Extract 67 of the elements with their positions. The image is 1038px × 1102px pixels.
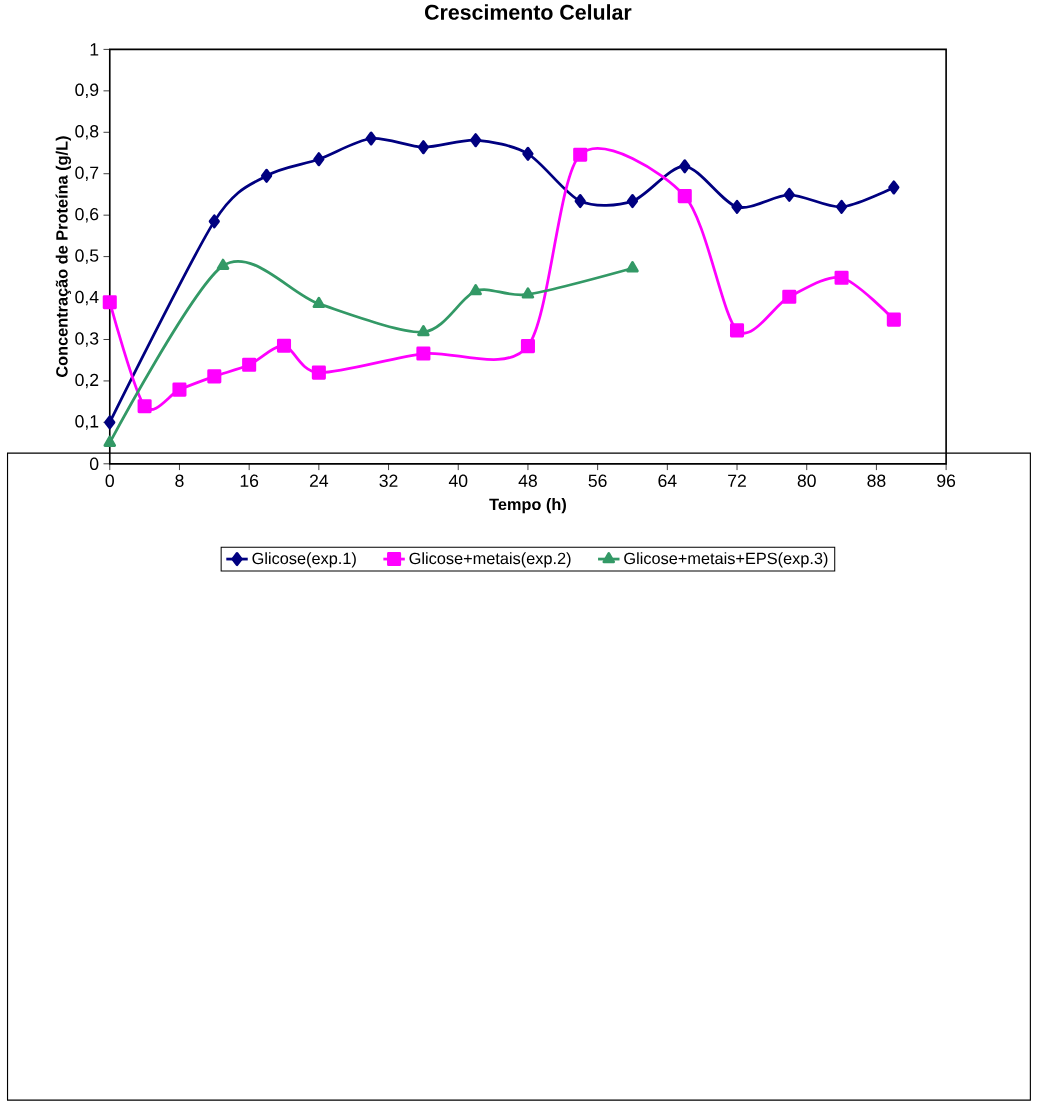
legend-label: Glicose(exp.1) <box>252 552 356 568</box>
point <box>522 146 534 161</box>
y-tick-label: 0,1 <box>75 415 99 430</box>
x-tick-label: 32 <box>379 474 398 487</box>
x-tick-label: 64 <box>658 474 677 487</box>
y-tick-label: 0,8 <box>75 125 99 140</box>
point <box>417 140 430 155</box>
x-tick-label: 24 <box>310 474 329 487</box>
point <box>216 258 230 270</box>
point <box>102 295 117 310</box>
y-tick-label: 1 <box>90 43 99 56</box>
x-tick-label: 80 <box>797 474 816 487</box>
point <box>677 189 692 204</box>
point <box>312 296 326 309</box>
point <box>313 152 325 167</box>
point <box>886 312 901 327</box>
x-tick-label: 48 <box>518 474 537 487</box>
y-tick-label: 0,9 <box>75 83 99 99</box>
x-tick-label: 56 <box>588 474 607 487</box>
point <box>207 369 222 384</box>
x-tick-label: 96 <box>937 474 956 487</box>
point <box>679 159 691 174</box>
point <box>103 435 117 447</box>
point <box>834 270 849 285</box>
y-tick-label: 0 <box>90 457 99 471</box>
point <box>521 287 535 299</box>
x-tick-label: 8 <box>175 474 184 487</box>
point <box>470 133 482 148</box>
point <box>311 365 326 380</box>
point <box>208 214 220 229</box>
point <box>626 261 639 273</box>
y-tick-label: 0,2 <box>75 373 99 389</box>
x-tick-label: 88 <box>867 474 886 487</box>
legend-label: Glicose+metais(exp.2) <box>409 552 571 568</box>
y-tick-label: 0,3 <box>75 332 99 347</box>
y-tick-label: 0,4 <box>75 290 99 306</box>
point <box>172 382 187 397</box>
point <box>242 357 257 372</box>
point <box>520 339 536 354</box>
point <box>104 415 116 430</box>
x-tick-label: 40 <box>448 474 468 487</box>
x-tick-label: 0 <box>105 474 115 487</box>
x-axis-title: Tempo (h) <box>489 498 567 514</box>
y-tick-label: 0,7 <box>75 166 99 181</box>
point <box>836 199 848 214</box>
point <box>730 323 745 338</box>
y-tick-label: 0,6 <box>75 207 99 223</box>
point <box>137 399 152 414</box>
point <box>731 199 743 214</box>
point <box>888 180 900 195</box>
point <box>574 194 586 209</box>
y-tick-label: 0,5 <box>75 249 99 264</box>
point <box>783 187 795 202</box>
point <box>261 168 273 183</box>
chart-title: Crescimento Celular <box>425 4 632 20</box>
x-tick-label: 72 <box>728 474 746 487</box>
y-axis-title: Concentração de Proteína (g/L) <box>55 136 72 378</box>
x-tick-label: 16 <box>240 474 259 487</box>
point <box>365 131 377 146</box>
point <box>416 346 431 361</box>
point <box>573 147 588 162</box>
point <box>469 283 482 296</box>
point <box>277 338 292 353</box>
point <box>626 194 639 209</box>
legend-label: Glicose+metais+EPS(exp.3) <box>624 552 828 568</box>
point <box>417 325 430 337</box>
point <box>782 289 797 304</box>
